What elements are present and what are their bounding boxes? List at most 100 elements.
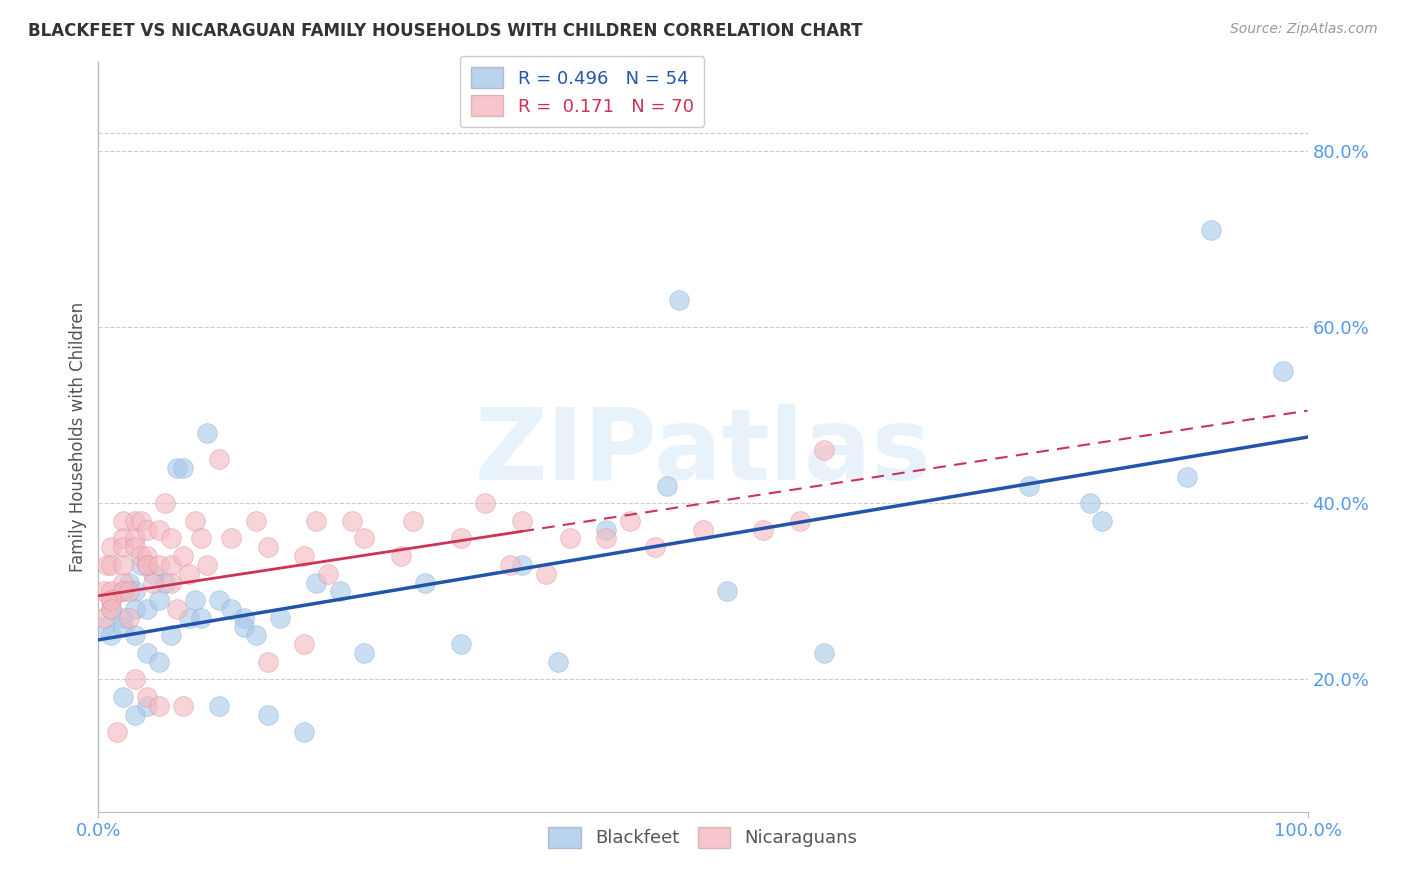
Point xyxy=(1272,364,1295,378)
Point xyxy=(129,558,152,572)
Point xyxy=(450,637,472,651)
Point xyxy=(413,575,436,590)
Point xyxy=(100,602,122,616)
Point xyxy=(195,558,218,572)
Point xyxy=(129,549,152,563)
Point xyxy=(111,558,134,572)
Point xyxy=(208,593,231,607)
Point xyxy=(129,514,152,528)
Point xyxy=(135,558,157,572)
Point xyxy=(190,611,212,625)
Point xyxy=(160,575,183,590)
Point xyxy=(111,690,134,705)
Point xyxy=(316,566,339,581)
Point xyxy=(100,541,122,555)
Point xyxy=(305,514,328,528)
Point xyxy=(135,549,157,563)
Point xyxy=(692,523,714,537)
Point xyxy=(1078,496,1101,510)
Point xyxy=(111,611,134,625)
Point xyxy=(402,514,425,528)
Point xyxy=(208,698,231,713)
Point xyxy=(232,619,254,633)
Point xyxy=(474,496,496,510)
Point xyxy=(148,558,170,572)
Point xyxy=(752,523,775,537)
Point xyxy=(813,646,835,660)
Point xyxy=(1199,223,1222,237)
Point xyxy=(558,532,581,546)
Point xyxy=(124,707,146,722)
Point xyxy=(510,514,533,528)
Point xyxy=(172,461,194,475)
Point xyxy=(111,584,134,599)
Point xyxy=(124,532,146,546)
Point xyxy=(305,575,328,590)
Point xyxy=(100,628,122,642)
Point xyxy=(111,584,134,599)
Point xyxy=(124,541,146,555)
Point xyxy=(184,593,207,607)
Point xyxy=(208,452,231,467)
Point xyxy=(1091,514,1114,528)
Point xyxy=(655,478,678,492)
Point xyxy=(245,628,267,642)
Point xyxy=(135,558,157,572)
Point xyxy=(105,725,128,739)
Point xyxy=(256,707,278,722)
Point xyxy=(232,611,254,625)
Point xyxy=(124,602,146,616)
Point xyxy=(118,575,141,590)
Point xyxy=(245,514,267,528)
Point xyxy=(124,584,146,599)
Text: Source: ZipAtlas.com: Source: ZipAtlas.com xyxy=(1230,22,1378,37)
Point xyxy=(111,575,134,590)
Point xyxy=(118,611,141,625)
Point xyxy=(179,566,201,581)
Point xyxy=(100,558,122,572)
Point xyxy=(160,558,183,572)
Point xyxy=(160,628,183,642)
Point xyxy=(292,549,315,563)
Point xyxy=(269,611,291,625)
Point xyxy=(111,619,134,633)
Point xyxy=(93,611,115,625)
Point xyxy=(353,532,375,546)
Point xyxy=(153,496,176,510)
Point xyxy=(100,593,122,607)
Point xyxy=(166,602,188,616)
Point xyxy=(142,575,165,590)
Point xyxy=(148,593,170,607)
Point xyxy=(644,541,666,555)
Point xyxy=(221,602,243,616)
Legend: Blackfeet, Nicaraguans: Blackfeet, Nicaraguans xyxy=(541,820,865,855)
Point xyxy=(813,443,835,458)
Point xyxy=(534,566,557,581)
Point xyxy=(172,698,194,713)
Point xyxy=(100,584,122,599)
Point xyxy=(124,673,146,687)
Point xyxy=(292,637,315,651)
Point xyxy=(148,523,170,537)
Point xyxy=(100,602,122,616)
Point xyxy=(1175,469,1198,483)
Point xyxy=(547,655,569,669)
Y-axis label: Family Households with Children: Family Households with Children xyxy=(69,302,87,572)
Point xyxy=(292,725,315,739)
Point xyxy=(135,690,157,705)
Point xyxy=(93,584,115,599)
Point xyxy=(118,584,141,599)
Point xyxy=(595,532,617,546)
Point xyxy=(668,293,690,308)
Point xyxy=(1018,478,1040,492)
Point xyxy=(148,698,170,713)
Point xyxy=(190,532,212,546)
Point xyxy=(353,646,375,660)
Point xyxy=(93,619,115,633)
Point xyxy=(789,514,811,528)
Point xyxy=(716,584,738,599)
Point xyxy=(184,514,207,528)
Point xyxy=(450,532,472,546)
Point xyxy=(329,584,352,599)
Point xyxy=(166,461,188,475)
